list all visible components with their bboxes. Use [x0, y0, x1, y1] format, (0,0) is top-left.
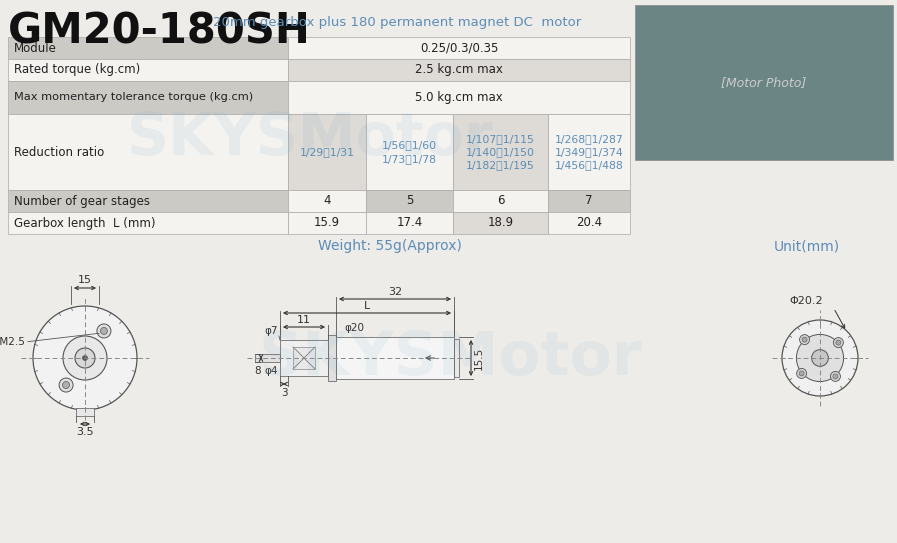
Text: Weight: 55g(Approx): Weight: 55g(Approx)	[318, 239, 462, 253]
Circle shape	[75, 348, 95, 368]
Circle shape	[63, 382, 70, 389]
Bar	[548, 212, 630, 234]
Bar	[76, 408, 94, 416]
Circle shape	[782, 320, 858, 396]
Bar	[336, 337, 454, 379]
Text: 1/107、1/115
1/140、1/150
1/182、1/195: 1/107、1/115 1/140、1/150 1/182、1/195	[466, 134, 535, 170]
Bar	[635, 5, 893, 160]
Bar	[288, 81, 630, 114]
Text: Reduction ratio: Reduction ratio	[14, 146, 104, 159]
Circle shape	[799, 334, 810, 345]
Text: 18.9: 18.9	[487, 217, 514, 230]
Text: 4: 4	[323, 194, 331, 207]
Bar	[280, 340, 328, 376]
Circle shape	[97, 324, 111, 338]
Bar	[288, 212, 366, 234]
Bar	[366, 212, 453, 234]
Text: 1/268、1/287
1/349、1/374
1/456、1/488: 1/268、1/287 1/349、1/374 1/456、1/488	[554, 134, 623, 170]
Text: GM20-180SH: GM20-180SH	[8, 10, 311, 52]
Bar	[366, 114, 453, 190]
Text: Module: Module	[14, 41, 57, 54]
Text: 7: 7	[585, 194, 593, 207]
Bar	[288, 114, 366, 190]
Text: SKYSMotor: SKYSMotor	[126, 110, 493, 167]
Circle shape	[833, 338, 843, 348]
Text: 15: 15	[78, 275, 92, 285]
Circle shape	[83, 356, 88, 361]
Text: 2-M2.5: 2-M2.5	[0, 337, 25, 347]
Text: 5: 5	[405, 194, 414, 207]
Circle shape	[812, 350, 828, 367]
Circle shape	[33, 306, 137, 410]
Bar	[453, 212, 548, 234]
Circle shape	[63, 336, 107, 380]
Text: 15.5: 15.5	[474, 346, 484, 370]
Text: 1/29、1/31: 1/29、1/31	[300, 147, 354, 157]
Circle shape	[100, 327, 108, 334]
Bar	[548, 114, 630, 190]
Text: L: L	[364, 301, 370, 311]
Bar	[8, 59, 288, 81]
Text: 15.9: 15.9	[314, 217, 340, 230]
Circle shape	[833, 374, 838, 379]
Text: 20mm gearbox plus 180 permanent magnet DC  motor: 20mm gearbox plus 180 permanent magnet D…	[213, 16, 581, 29]
Circle shape	[802, 337, 807, 342]
Text: Φ20.2: Φ20.2	[789, 296, 823, 306]
Text: 1/56、1/60
1/73、1/78: 1/56、1/60 1/73、1/78	[382, 141, 437, 163]
Text: 0.25/0.3/0.35: 0.25/0.3/0.35	[420, 41, 498, 54]
Text: 32: 32	[388, 287, 402, 297]
Bar	[366, 190, 453, 212]
Circle shape	[836, 340, 840, 345]
Bar	[8, 37, 288, 59]
Bar	[8, 212, 288, 234]
Bar	[453, 114, 548, 190]
Text: Unit(mm): Unit(mm)	[774, 239, 840, 253]
Bar	[288, 37, 630, 59]
Bar	[288, 59, 630, 81]
Text: φ20: φ20	[344, 323, 364, 333]
Text: Gearbox length  L (mm): Gearbox length L (mm)	[14, 217, 155, 230]
Bar	[8, 114, 288, 190]
Text: 3: 3	[281, 388, 287, 398]
Text: [Motor Photo]: [Motor Photo]	[721, 76, 806, 89]
Text: 6: 6	[497, 194, 504, 207]
Bar	[293, 347, 315, 369]
Text: φ4: φ4	[265, 366, 278, 376]
Text: Number of gear stages: Number of gear stages	[14, 194, 150, 207]
Text: 20.4: 20.4	[576, 217, 602, 230]
Text: 8: 8	[255, 366, 261, 376]
Text: Rated torque (kg.cm): Rated torque (kg.cm)	[14, 64, 140, 77]
Circle shape	[797, 369, 806, 378]
Bar	[454, 339, 459, 377]
Circle shape	[799, 371, 804, 376]
Bar	[8, 81, 288, 114]
Text: 3.5: 3.5	[76, 427, 94, 437]
Text: 5.0 kg.cm max: 5.0 kg.cm max	[415, 91, 503, 104]
Circle shape	[797, 334, 843, 382]
Bar	[548, 190, 630, 212]
Bar	[288, 190, 366, 212]
Text: 2.5 kg.cm max: 2.5 kg.cm max	[415, 64, 503, 77]
Bar	[453, 190, 548, 212]
Circle shape	[831, 371, 840, 381]
Bar	[255, 354, 280, 362]
Text: Max momentary tolerance torque (kg.cm): Max momentary tolerance torque (kg.cm)	[14, 92, 253, 103]
Text: φ7: φ7	[265, 326, 278, 336]
Text: SKYSMotor: SKYSMotor	[258, 329, 642, 388]
Bar	[328, 335, 336, 381]
Text: 11: 11	[297, 315, 311, 325]
Text: 17.4: 17.4	[396, 217, 422, 230]
Bar	[8, 190, 288, 212]
Circle shape	[59, 378, 73, 392]
